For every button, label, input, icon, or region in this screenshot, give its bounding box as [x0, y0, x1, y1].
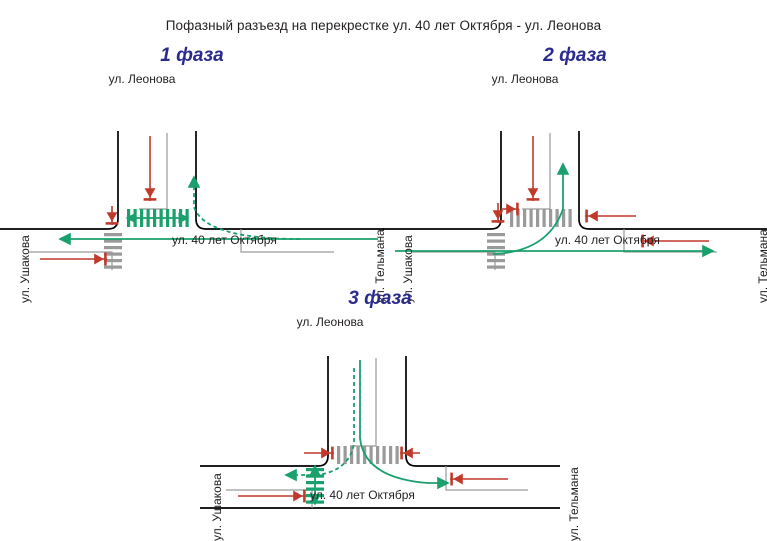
- page-title: Пофазный разъезд на перекрестке ул. 40 л…: [165, 18, 602, 33]
- phase-1-oktyabrya-crosswalk: [104, 233, 122, 269]
- phase-1-diagram: [0, 89, 384, 289]
- phase-3-heading: 3 фаза: [348, 288, 412, 309]
- phase-2-leonova-crosswalk: [510, 209, 572, 227]
- phase-2-east-street-label: ул. Тельмана: [756, 229, 767, 303]
- phase-1-leonova-crosswalk: [125, 209, 190, 227]
- phase-2-diagram: [383, 89, 767, 289]
- phase-3-panel: 3 фаза ул. Леонова: [188, 288, 581, 541]
- phase-3-west-street-label: ул. Ушакова: [210, 473, 224, 541]
- phase-3-oktyabrya-crosswalk: [306, 464, 324, 506]
- phase-2-north-street-label: ул. Леонова: [491, 72, 559, 86]
- phase-3-diagram: [188, 338, 572, 518]
- phase-1-panel: 1 фаза ул. Леонова: [0, 45, 387, 303]
- phase-2-main-street-label: ул. 40 лет Октября: [555, 233, 660, 247]
- phase-1-heading: 1 фаза: [160, 45, 224, 66]
- phase-3-leonova-crosswalk: [337, 446, 399, 464]
- phase-3-north-street-label: ул. Леонова: [296, 315, 364, 329]
- phase-2-heading: 2 фаза: [543, 45, 607, 66]
- phase-1-main-street-label: ул. 40 лет Октября: [172, 233, 277, 247]
- phase-3-main-street-label: ул. 40 лет Октября: [310, 488, 415, 502]
- phase-1-west-street-label: ул. Ушакова: [18, 235, 32, 303]
- phase-2-panel: 2 фаза ул. Леонова: [383, 45, 767, 303]
- phase-3-east-street-label: ул. Тельмана: [567, 467, 581, 541]
- phase-1-north-street-label: ул. Леонова: [108, 72, 176, 86]
